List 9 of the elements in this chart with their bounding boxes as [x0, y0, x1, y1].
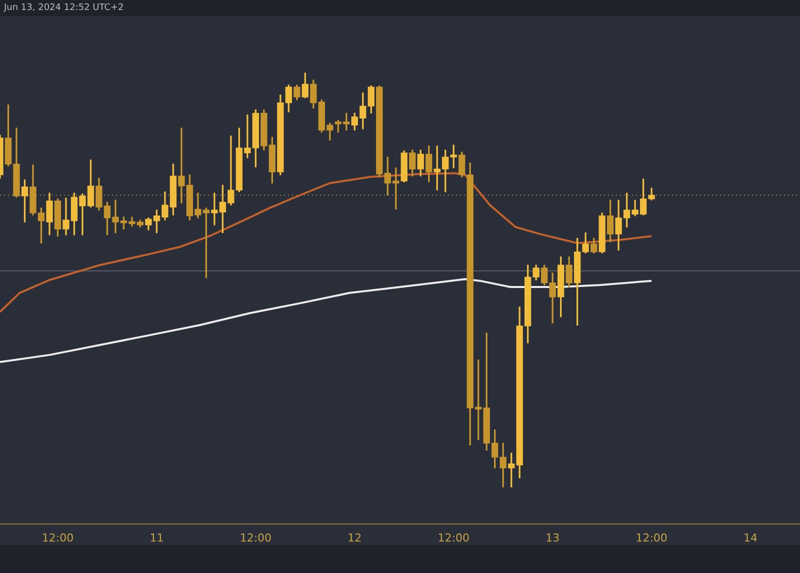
x-tick-label: 12:00: [42, 531, 74, 544]
x-tick-label: 13: [546, 531, 560, 544]
x-tick-label: 12: [348, 531, 362, 544]
x-tick-label: 11: [150, 531, 164, 544]
x-tick-label: 12:00: [438, 531, 470, 544]
x-tick-label: 14: [744, 531, 758, 544]
text: Jun 13, 2024 12:52 UTC+2: [4, 3, 124, 13]
x-tick-label: 12:00: [636, 531, 668, 544]
x-tick-label: 12:00: [240, 531, 272, 544]
